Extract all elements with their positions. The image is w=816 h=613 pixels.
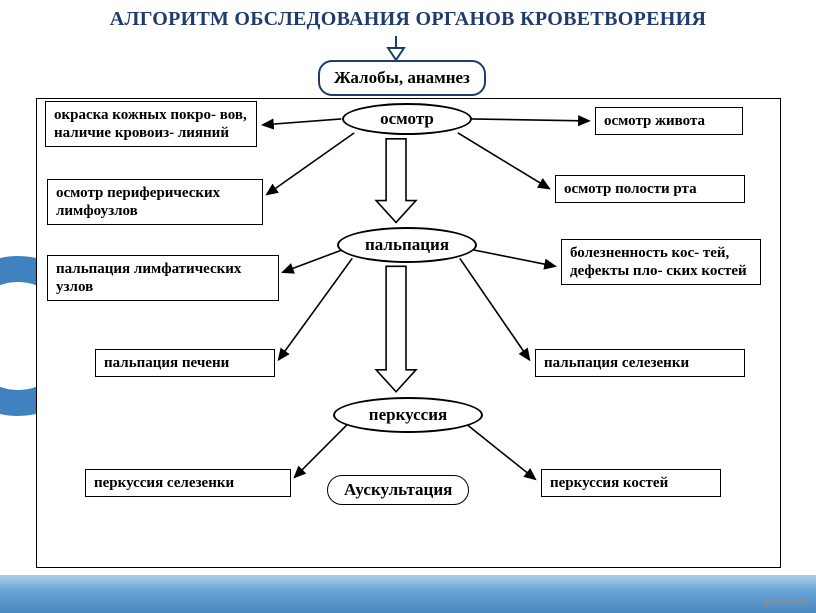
node-aus: Аускультация bbox=[327, 475, 469, 505]
page-title: АЛГОРИТМ ОБСЛЕДОВАНИЯ ОРГАНОВ КРОВЕТВОРЕ… bbox=[0, 8, 816, 31]
node-palp-lymph: пальпация лимфатических узлов bbox=[47, 255, 279, 301]
node-osmotr: осмотр bbox=[342, 103, 472, 135]
node-palp-spleen: пальпация селезенки bbox=[535, 349, 745, 377]
node-palp: пальпация bbox=[337, 227, 477, 263]
start-node: Жалобы, анамнез bbox=[318, 60, 486, 96]
node-perk: перкуссия bbox=[333, 397, 483, 433]
node-perk-bones: перкуссия костей bbox=[541, 469, 721, 497]
node-perk-spleen: перкуссия селезенки bbox=[85, 469, 291, 497]
node-lymph-view: осмотр периферических лимфоузлов bbox=[47, 179, 263, 225]
decor-footer bbox=[0, 575, 816, 613]
node-bone-pain: болезненность кос- тей, дефекты пло- ски… bbox=[561, 239, 761, 285]
node-palp-liver: пальпация печени bbox=[95, 349, 275, 377]
node-skin: окраска кожных покро- вов, наличие крово… bbox=[45, 101, 257, 147]
diagram-frame: осмотр окраска кожных покро- вов, наличи… bbox=[36, 98, 781, 568]
node-abdomen: осмотр живота bbox=[595, 107, 743, 135]
watermark: fppt.com bbox=[762, 595, 808, 609]
node-mouth: осмотр полости рта bbox=[555, 175, 745, 203]
